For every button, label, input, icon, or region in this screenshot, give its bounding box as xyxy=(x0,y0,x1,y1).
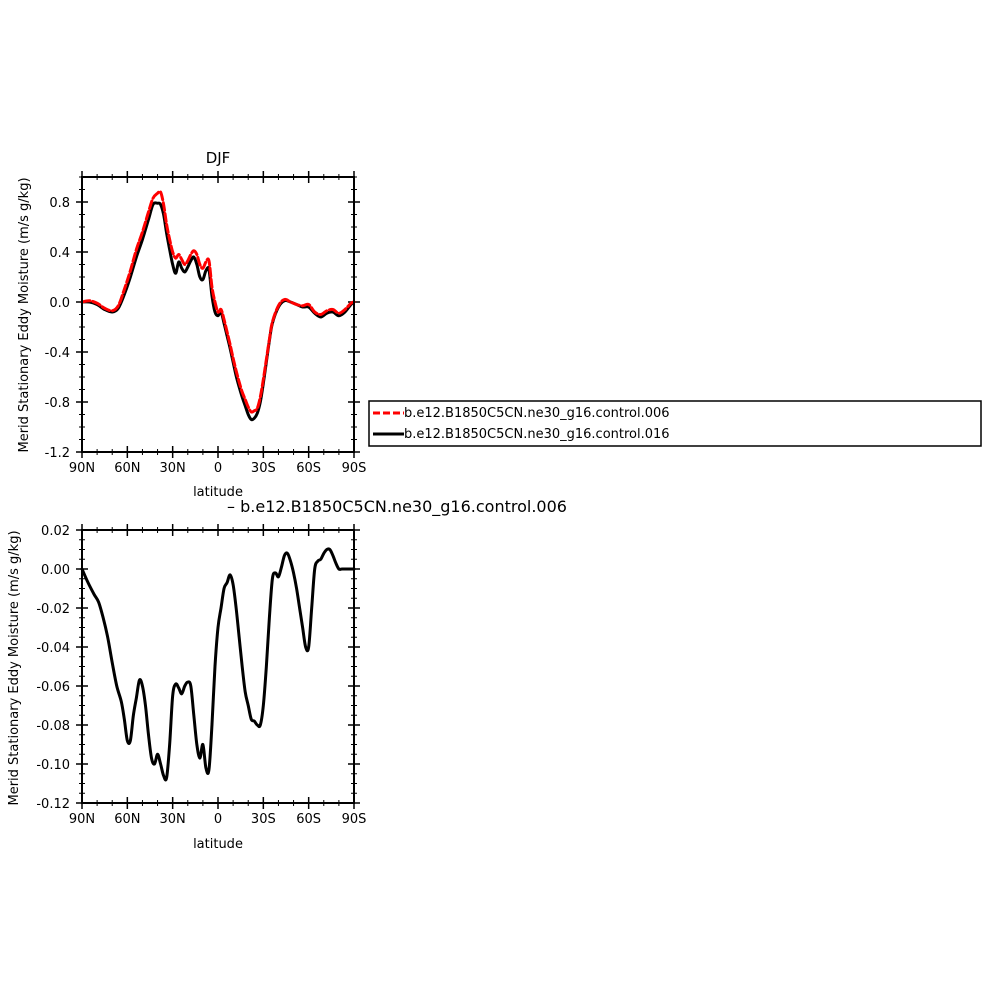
bottom-xtick-label: 90S xyxy=(342,812,367,827)
bottom-panel-title: – b.e12.B1850C5CN.ne30_g16.control.006 xyxy=(227,497,567,517)
top-ytick-label: 0.4 xyxy=(49,246,70,261)
bottom-ytick-label: -0.12 xyxy=(36,797,70,812)
bottom-xtick-label: 60S xyxy=(296,812,321,827)
top-ytick-label: -0.8 xyxy=(45,396,70,411)
top-xtick-label: 90S xyxy=(342,461,367,476)
bottom-xtick-label: 0 xyxy=(214,812,222,827)
top-panel-title: DJF xyxy=(206,149,231,167)
legend: b.e12.B1850C5CN.ne30_g16.control.006 b.e… xyxy=(368,400,982,447)
bottom-xtick-label: 60N xyxy=(114,812,140,827)
top-ytick-label: -1.2 xyxy=(45,446,70,461)
bottom-xtick-label: 30S xyxy=(251,812,276,827)
bottom-panel: – b.e12.B1850C5CN.ne30_g16.control.006 M… xyxy=(7,497,567,852)
legend-label-series-006: b.e12.B1850C5CN.ne30_g16.control.006 xyxy=(404,406,670,421)
bottom-panel-xlabel: latitude xyxy=(193,837,243,852)
top-xtick-label: 60S xyxy=(296,461,321,476)
top-panel-ylabel: Merid Stationary Eddy Moisture (m/s g/kg… xyxy=(17,177,32,452)
top-panel-series xyxy=(80,189,356,422)
top-ytick-label: 0.8 xyxy=(49,196,70,211)
bottom-ytick-label: -0.06 xyxy=(36,680,70,695)
top-panel-frame xyxy=(81,176,355,453)
top-ytick-label: 0.0 xyxy=(49,296,70,311)
bottom-xtick-label: 30N xyxy=(160,812,186,827)
top-xtick-label: 30S xyxy=(251,461,276,476)
bottom-panel-frame xyxy=(81,529,355,804)
top-xtick-label: 60N xyxy=(114,461,140,476)
bottom-ytick-label: -0.04 xyxy=(36,641,70,656)
bottom-ytick-label: -0.08 xyxy=(36,719,70,734)
bottom-ytick-label: 0.00 xyxy=(41,563,70,578)
top-ytick-label: -0.4 xyxy=(45,346,70,361)
top-xtick-label: 90N xyxy=(69,461,95,476)
top-series-line-0 xyxy=(80,189,356,414)
bottom-ytick-label: 0.02 xyxy=(41,524,70,539)
bottom-ytick-label: -0.10 xyxy=(36,758,70,773)
bottom-panel-ylabel: Merid Stationary Eddy Moisture (m/s g/kg… xyxy=(7,530,22,805)
bottom-panel-ticks: 90N 60N 30N 0 30S 60S 90S -0.12 -0.10 -0.08 -0.06 -… xyxy=(36,524,366,827)
top-xtick-label: 0 xyxy=(214,461,222,476)
top-panel-ticks: 90N 60N 30N 0 30S 60S 90S -1.2 -0.8 -0.4 0.0 0.4 0.8 xyxy=(45,171,367,476)
top-panel: DJF Merid Stationary Eddy Moisture (m/s … xyxy=(17,149,366,500)
top-xtick-label: 30N xyxy=(160,461,186,476)
legend-label-series-016: b.e12.B1850C5CN.ne30_g16.control.016 xyxy=(404,427,670,442)
top-panel-ylabel-group: Merid Stationary Eddy Moisture (m/s g/kg… xyxy=(17,177,32,452)
bottom-panel-series xyxy=(80,547,356,782)
top-panel-xlabel: latitude xyxy=(193,485,243,500)
bottom-ytick-label: -0.02 xyxy=(36,602,70,617)
bottom-xtick-label: 90N xyxy=(69,812,95,827)
bottom-series-line-0 xyxy=(80,547,356,782)
legend-box xyxy=(368,400,982,447)
